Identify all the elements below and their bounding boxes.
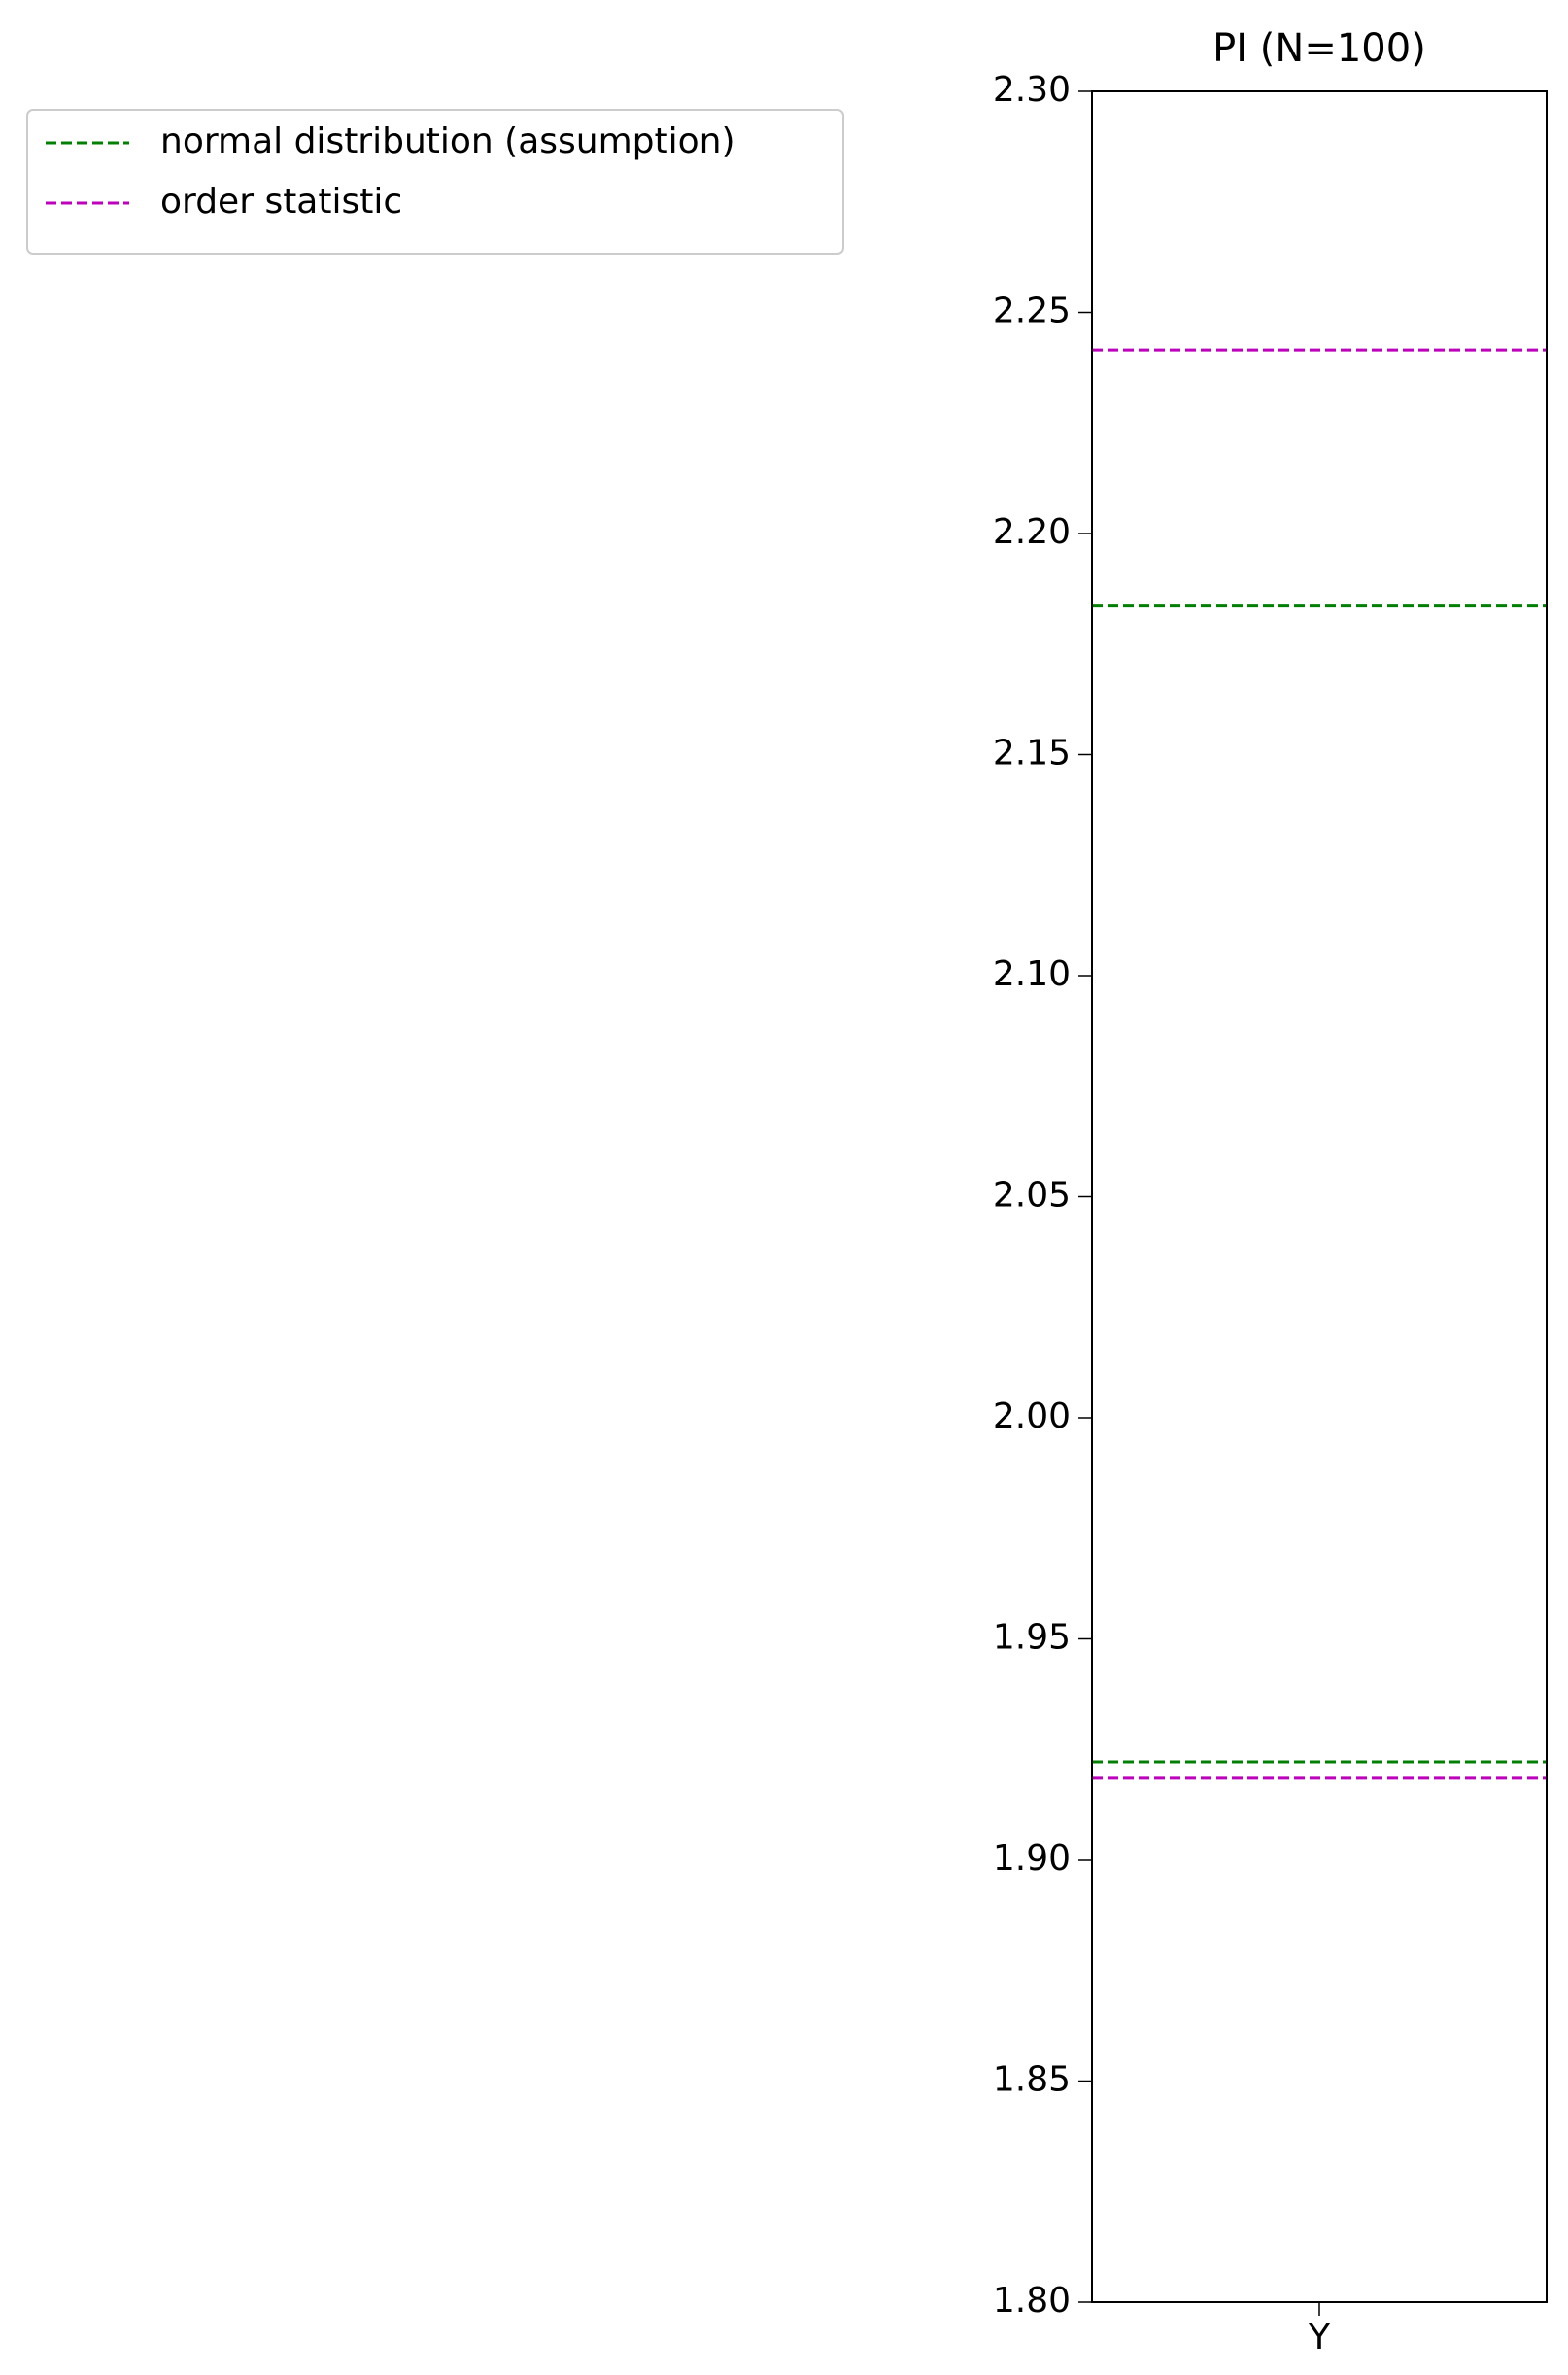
- y-tick-label: 2.20: [993, 512, 1071, 552]
- y-tick-label: 1.90: [993, 1839, 1071, 1878]
- y-tick-label: 2.25: [993, 292, 1071, 331]
- y-tick-label: 2.15: [993, 734, 1071, 774]
- y-tick-label: 2.00: [993, 1396, 1071, 1436]
- chart-title: PI (N=100): [1212, 26, 1426, 71]
- legend-box: [26, 109, 844, 255]
- y-tick-label: 2.10: [993, 954, 1071, 994]
- y-tick-label: 2.30: [993, 70, 1071, 110]
- y-tick-label: 1.80: [993, 2281, 1071, 2321]
- y-tick-label: 1.95: [993, 1618, 1071, 1658]
- axes-frame: [1091, 90, 1548, 2303]
- legend-label: order statistic: [160, 182, 402, 222]
- legend-label: normal distribution (assumption): [160, 121, 735, 161]
- x-tick-label: Y: [1308, 2318, 1331, 2358]
- y-tick-label: 1.85: [993, 2060, 1071, 2100]
- y-tick-label: 2.05: [993, 1176, 1071, 1216]
